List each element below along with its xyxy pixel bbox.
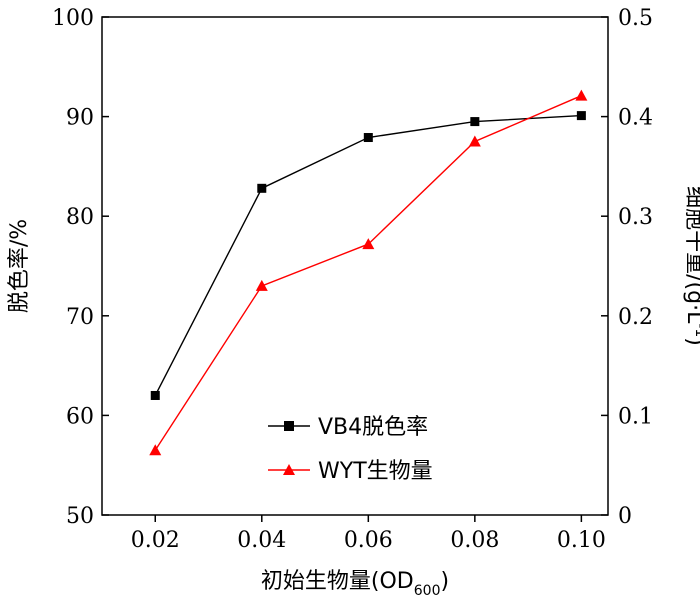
legend-label-wyt: WYT生物量	[318, 459, 433, 484]
right-y-axis-ticks: 0 0.1 0.2 0.3 0.4 0.5	[601, 6, 653, 529]
data-point-triangle	[575, 89, 588, 101]
right-y-tick-label: 0.2	[618, 305, 653, 330]
x-tick-label: 0.08	[450, 528, 499, 553]
data-point-square	[363, 133, 373, 143]
data-point-triangle	[149, 444, 162, 456]
series-layer	[149, 89, 588, 456]
right-y-axis-title: 细胞干重/(g·L-1)	[682, 186, 700, 346]
right-y-tick-label: 0.5	[618, 6, 653, 31]
data-point-triangle	[362, 238, 375, 250]
data-point-square	[470, 117, 480, 127]
data-point-square	[150, 390, 160, 400]
right-y-tick-label: 0.3	[618, 205, 653, 230]
x-axis-title: 初始生物量(OD600)	[261, 569, 449, 599]
left-y-tick-label: 80	[66, 205, 94, 230]
x-axis-ticks: 0.02 0.04 0.06 0.08 0.10	[131, 515, 606, 553]
right-y-tick-label: 0	[618, 504, 632, 529]
x-tick-label: 0.04	[237, 528, 286, 553]
x-tick-label: 0.10	[557, 528, 606, 553]
left-y-axis-ticks: 50 60 70 80 90 100	[52, 6, 109, 529]
x-tick-label: 0.06	[344, 528, 393, 553]
data-point-triangle	[468, 135, 481, 147]
data-point-square	[576, 111, 586, 121]
legend-label-vb4: VB4脱色率	[318, 415, 428, 440]
series-line-1	[154, 95, 582, 451]
data-point-triangle	[255, 279, 268, 291]
left-y-tick-label: 90	[66, 106, 94, 131]
left-y-tick-label: 60	[66, 404, 94, 429]
left-y-axis-title: 脱色率/%	[7, 219, 32, 313]
right-y-axis-title-superscript: -1	[692, 323, 700, 337]
x-tick-label: 0.02	[131, 528, 180, 553]
series-line-0	[154, 114, 582, 396]
left-y-tick-label: 50	[66, 504, 94, 529]
right-y-tick-label: 0.4	[618, 106, 653, 131]
right-y-tick-label: 0.1	[618, 404, 653, 429]
x-axis-title-subscript: 600	[414, 583, 441, 599]
legend-marker-square	[284, 421, 294, 431]
legend: VB4脱色率 WYT生物量	[268, 415, 433, 484]
plot-frame	[101, 16, 609, 516]
legend-marker-triangle	[283, 464, 295, 475]
data-point-square	[257, 183, 267, 193]
left-y-tick-label: 70	[66, 305, 94, 330]
left-y-tick-label: 100	[52, 6, 94, 31]
